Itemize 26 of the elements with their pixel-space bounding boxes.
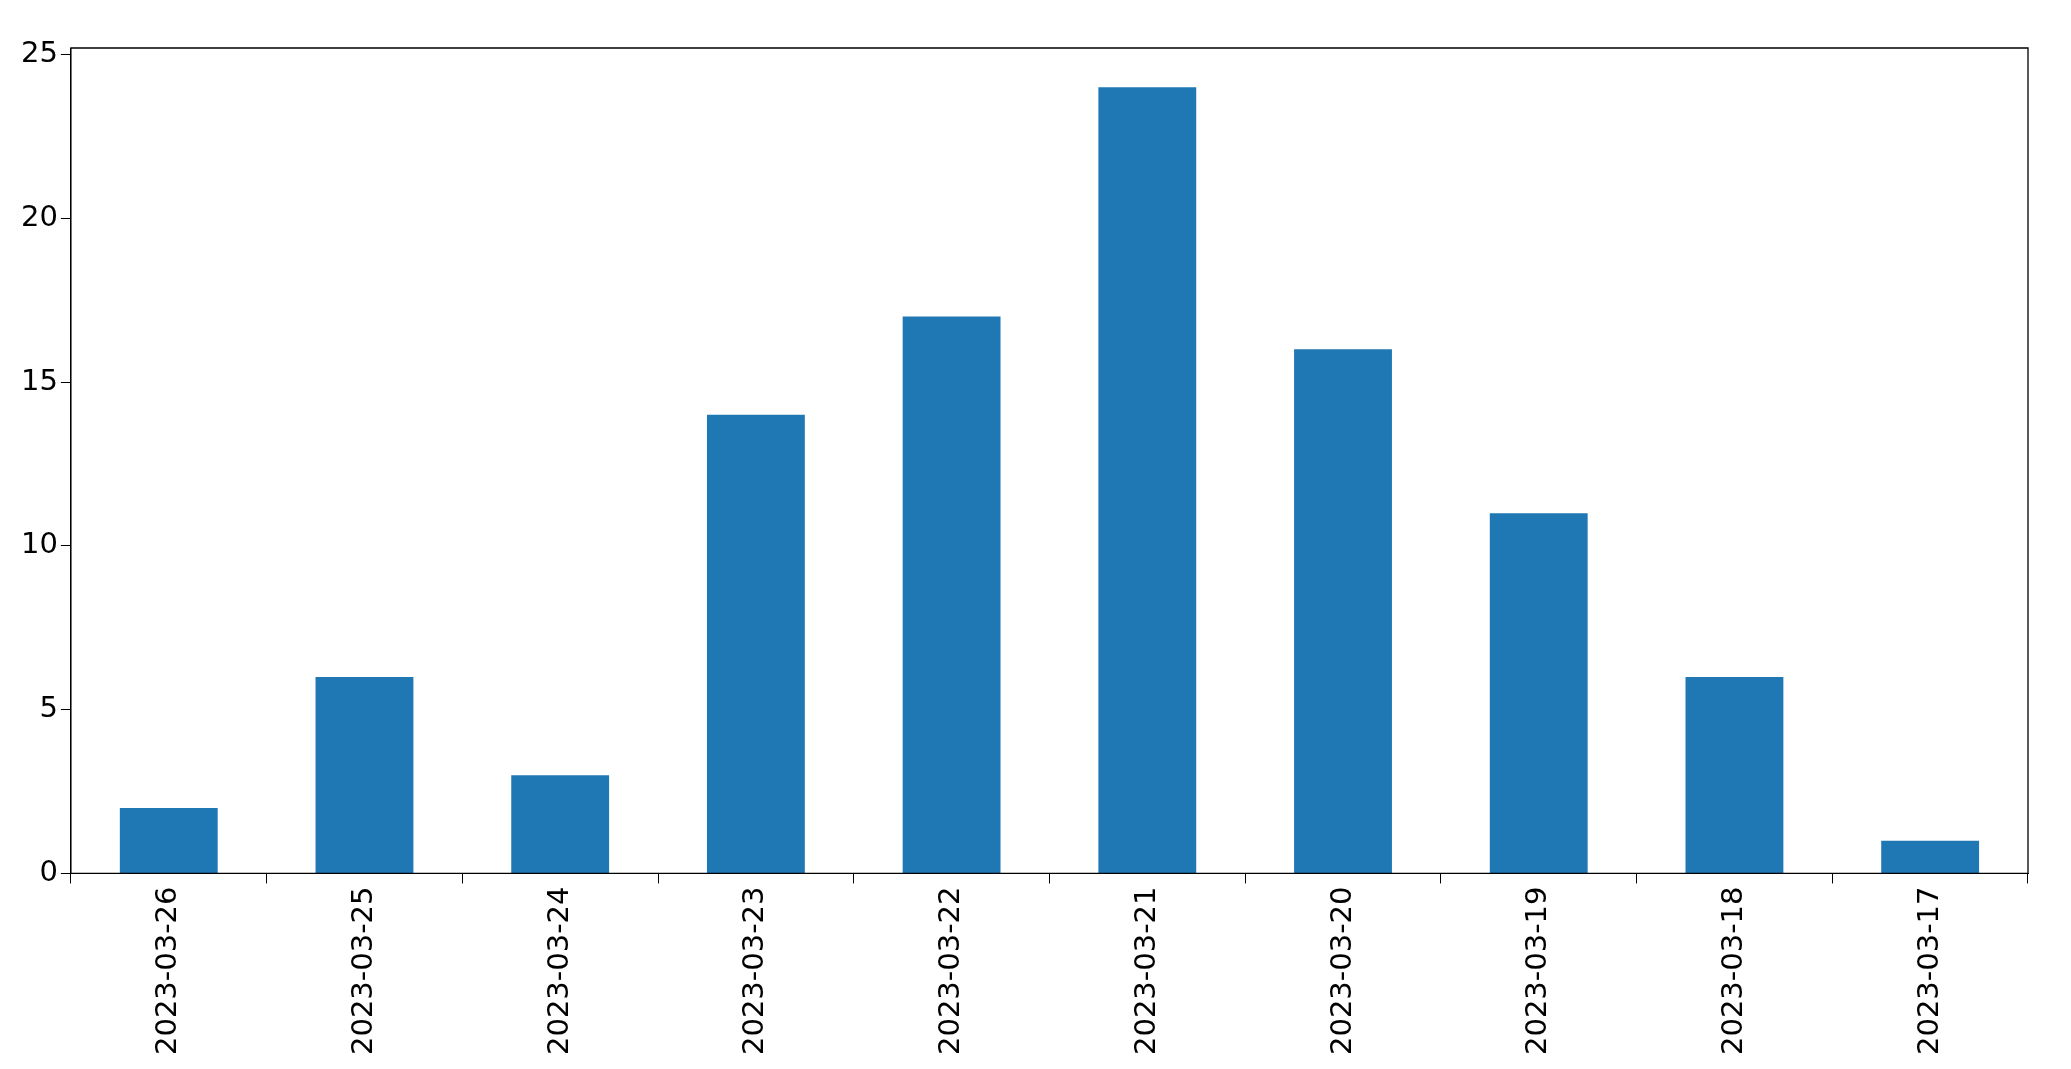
bar [315,676,414,873]
y-tick-label: 20 [21,198,58,233]
bar [511,775,610,873]
x-tick-label: 2023-03-25 [345,886,379,1056]
x-tick-label: 2023-03-23 [736,886,771,1056]
bar [706,414,805,873]
y-tick-label: 25 [21,35,58,70]
bar [119,807,218,873]
bar [1685,676,1784,873]
y-tick-label: 15 [21,362,58,397]
x-tick-label: 2023-03-18 [1714,886,1749,1056]
x-tick-label: 2023-03-22 [932,886,967,1056]
bar [902,316,1001,873]
bar [1098,87,1197,873]
x-tick-label: 2023-03-17 [1910,886,1945,1056]
x-tick-label: 2023-03-24 [540,886,575,1056]
x-tick-label: 2023-03-20 [1323,886,1358,1056]
y-tick-label: 10 [21,526,58,561]
x-tick-label: 2023-03-21 [1127,886,1162,1056]
bar [1294,349,1392,873]
bar [1489,513,1588,873]
y-tick-label: 0 [39,854,58,888]
y-tick-label: 5 [39,690,58,725]
x-tick-label: 2023-03-26 [149,886,184,1056]
x-tick-label: 2023-03-19 [1519,886,1554,1056]
bar [1881,840,1980,873]
